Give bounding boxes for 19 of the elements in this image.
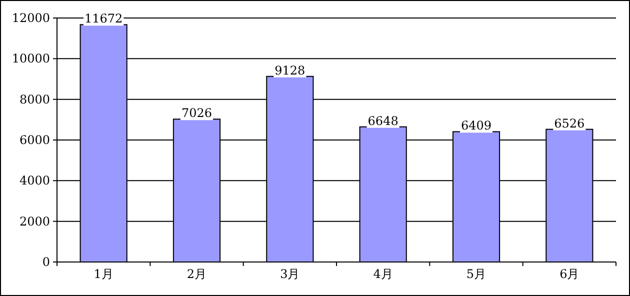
data-label: 11672: [84, 12, 123, 26]
x-tick-label: 4月: [373, 267, 393, 281]
x-tick-label: 5月: [466, 267, 486, 281]
x-tick-label: 6月: [560, 267, 580, 281]
data-label: 6648: [368, 114, 398, 128]
data-label: 7026: [181, 106, 212, 120]
data-label: 6409: [460, 118, 492, 133]
y-tick-label: 12000: [12, 11, 50, 25]
y-tick-label: 8000: [19, 92, 50, 106]
data-label: 9128: [274, 63, 306, 78]
y-tick-label: 2000: [19, 214, 50, 228]
y-tick-label: 0: [42, 255, 50, 269]
data-label: 6526: [554, 116, 585, 130]
x-tick-label: 3月: [280, 267, 300, 281]
y-tick-label: 10000: [12, 52, 50, 66]
y-tick-label: 6000: [19, 133, 50, 147]
x-tick-label: 2月: [186, 267, 207, 281]
y-tick-label: 4000: [19, 174, 50, 188]
x-tick-label: 1月: [94, 267, 114, 281]
